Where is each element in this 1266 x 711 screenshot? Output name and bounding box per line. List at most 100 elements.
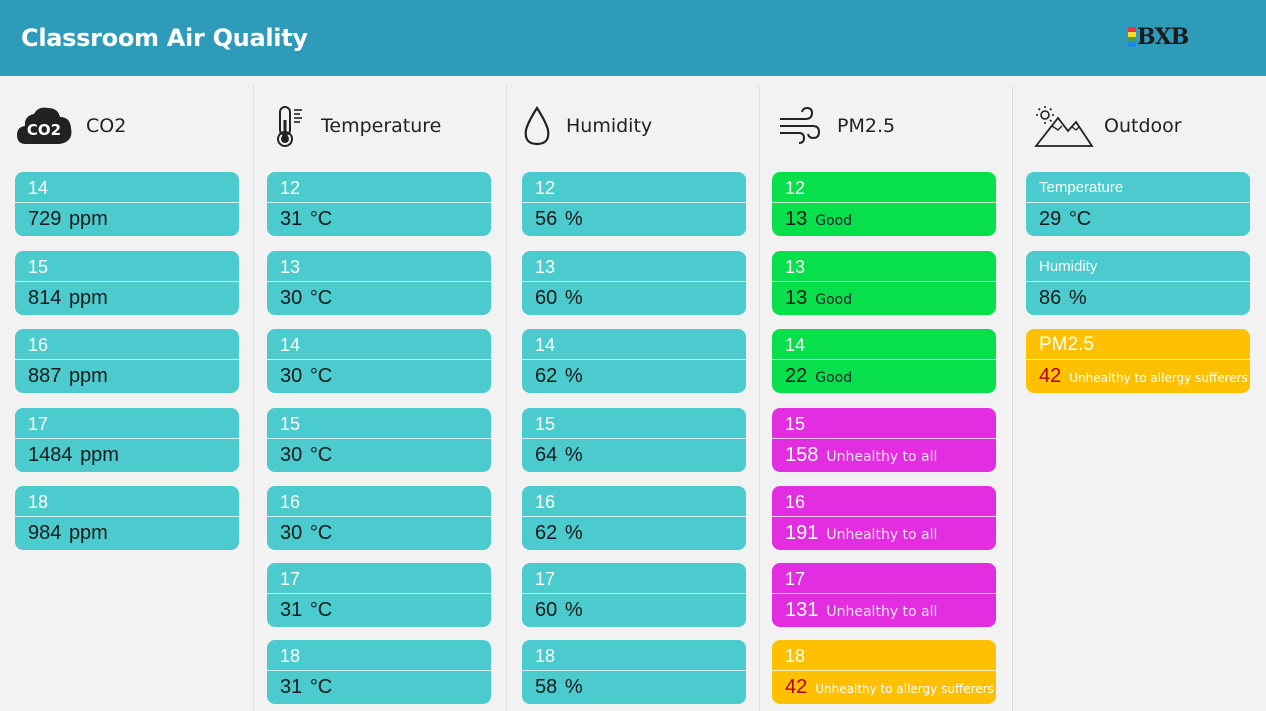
outdoor-humidity-unit: %: [1068, 287, 1087, 309]
humidity-reading-value: 58: [535, 676, 558, 698]
temperature-reading-value: 31: [280, 208, 303, 230]
temperature-reading-hour-label: 18: [280, 646, 301, 666]
pm25-reading-value: 191: [785, 522, 819, 544]
pm25-reading-value: 22: [785, 365, 808, 387]
humidity-reading-value: 60: [535, 287, 558, 309]
temperature-reading-value: 30: [280, 365, 303, 387]
humidity-reading-hour-label: 14: [535, 335, 556, 355]
humidity-column-title: Humidity: [566, 115, 653, 137]
co2-reading-card: 14 729 ppm: [15, 172, 239, 236]
pm25-reading-status: Good: [815, 370, 853, 386]
humidity-reading-unit: %: [564, 522, 583, 544]
temperature-reading-card: 14 30 °C: [267, 329, 491, 393]
outdoor-pm25-value: 42: [1039, 365, 1062, 387]
outdoor-column-title: Outdoor: [1104, 115, 1182, 137]
humidity-reading-unit: %: [564, 208, 583, 230]
pm25-reading-status: Good: [815, 213, 853, 229]
pm25-reading-card: 18 42 Unhealthy to allergy sufferers: [772, 640, 996, 704]
humidity-reading-hour-label: 18: [535, 646, 556, 666]
co2-reading-hour-label: 17: [28, 414, 49, 434]
co2-reading-card: 15 814 ppm: [15, 251, 239, 315]
humidity-reading-card: 12 56 %: [522, 172, 746, 236]
humidity-reading-card: 15 64 %: [522, 408, 746, 472]
pm25-reading-value: 42: [785, 676, 808, 698]
app-header: Classroom Air Quality BXB: [0, 0, 1266, 76]
temperature-reading-card: 15 30 °C: [267, 408, 491, 472]
mountain-sun-icon: [1034, 106, 1094, 147]
temperature-reading-card: 16 30 °C: [267, 486, 491, 550]
co2-reading-hour-label: 15: [28, 257, 49, 277]
pm25-reading-card: 15 158 Unhealthy to all: [772, 408, 996, 472]
humidity-column-header: Humidity: [522, 104, 652, 148]
humidity-reading-card: 16 62 %: [522, 486, 746, 550]
humidity-reading-hour-label: 12: [535, 178, 556, 198]
thermometer-icon: [277, 106, 302, 147]
pm25-reading-card: 14 22 Good: [772, 329, 996, 393]
co2-reading-unit: ppm: [68, 365, 108, 387]
brand-logo: BXB: [1128, 24, 1189, 50]
humidity-reading-value: 60: [535, 599, 558, 621]
outdoor-temperature-value: 29: [1039, 208, 1062, 230]
temperature-reading-unit: °C: [309, 365, 333, 387]
pm25-reading-hour-label: 14: [785, 335, 806, 355]
temperature-reading-value: 30: [280, 444, 303, 466]
temperature-reading-unit: °C: [309, 208, 333, 230]
temperature-reading-hour-label: 17: [280, 569, 301, 589]
outdoor-humidity-value: 86: [1039, 287, 1062, 309]
logo-mark-icon: [1128, 27, 1136, 47]
co2-reading-card: 16 887 ppm: [15, 329, 239, 393]
temperature-reading-unit: °C: [309, 599, 333, 621]
temperature-reading-card: 13 30 °C: [267, 251, 491, 315]
pm25-column-header: PM2.5: [777, 104, 895, 148]
outdoor-temperature-unit: °C: [1068, 208, 1092, 230]
pm25-reading-hour-label: 16: [785, 492, 806, 512]
co2-reading-hour-label: 14: [28, 178, 49, 198]
humidity-reading-card: 14 62 %: [522, 329, 746, 393]
humidity-reading-unit: %: [564, 365, 583, 387]
pm25-reading-status: Unhealthy to all: [826, 527, 938, 543]
humidity-reading-value: 62: [535, 522, 558, 544]
co2-column-header: CO2 CO2: [16, 104, 126, 148]
pm25-reading-hour-label: 17: [785, 569, 806, 589]
page-title: Classroom Air Quality: [21, 24, 308, 52]
temperature-reading-card: 17 31 °C: [267, 563, 491, 627]
pm25-reading-card: 12 13 Good: [772, 172, 996, 236]
co2-reading-unit: ppm: [68, 522, 108, 544]
co2-reading-unit: ppm: [68, 208, 108, 230]
temperature-reading-value: 30: [280, 287, 303, 309]
temperature-column: Temperature 12 31 °C 13 30 °C 14 30 °C 15 30 °C…: [253, 86, 507, 711]
temperature-reading-unit: °C: [309, 676, 333, 698]
temperature-reading-hour-label: 15: [280, 414, 301, 434]
humidity-reading-value: 62: [535, 365, 558, 387]
humidity-reading-value: 64: [535, 444, 558, 466]
pm25-reading-status: Unhealthy to all: [826, 449, 938, 465]
temperature-reading-hour-label: 13: [280, 257, 301, 277]
outdoor-column-header: Outdoor: [1034, 104, 1182, 148]
humidity-reading-unit: %: [564, 599, 583, 621]
pm25-reading-status: Unhealthy to all: [826, 604, 938, 620]
temperature-reading-card: 18 31 °C: [267, 640, 491, 704]
svg-text:CO2: CO2: [27, 121, 61, 139]
outdoor-pm25-status: Unhealthy to allergy sufferers: [1069, 371, 1248, 385]
humidity-reading-unit: %: [564, 444, 583, 466]
co2-reading-unit: ppm: [80, 444, 119, 466]
co2-reading-hour-label: 18: [28, 492, 49, 512]
pm25-reading-card: 16 191 Unhealthy to all: [772, 486, 996, 550]
pm25-reading-status: Unhealthy to allergy sufferers: [815, 682, 994, 696]
pm25-column-title: PM2.5: [837, 115, 896, 137]
logo-text: BXB: [1137, 24, 1189, 50]
outdoor-pm25-label: PM2.5: [1039, 334, 1094, 355]
humidity-reading-hour-label: 17: [535, 569, 556, 589]
humidity-reading-hour-label: 13: [535, 257, 556, 277]
pm25-reading-card: 13 13 Good: [772, 251, 996, 315]
humidity-column: Humidity 12 56 % 13 60 % 14 62 % 15 64 % 16 62 % 1…: [506, 86, 760, 711]
co2-cloud-icon: CO2: [17, 107, 72, 144]
temperature-reading-unit: °C: [309, 287, 333, 309]
humidity-reading-value: 56: [535, 208, 558, 230]
co2-reading-value: 887: [28, 365, 62, 387]
humidity-reading-card: 17 60 %: [522, 563, 746, 627]
pm25-reading-value: 158: [785, 444, 819, 466]
co2-reading-value: 984: [28, 522, 62, 544]
humidity-reading-card: 13 60 %: [522, 251, 746, 315]
temperature-reading-unit: °C: [309, 444, 333, 466]
